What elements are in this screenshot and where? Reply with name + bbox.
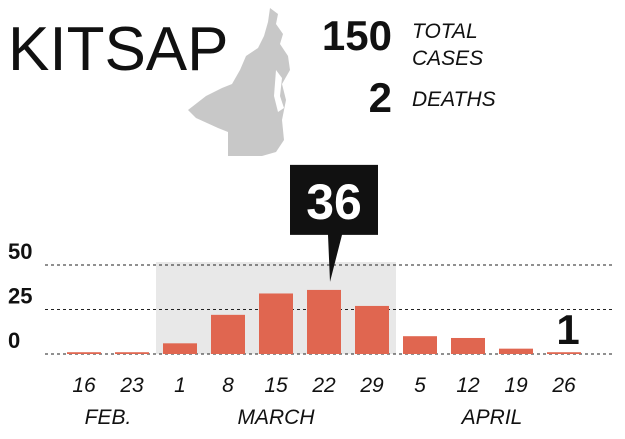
x-tick-label: 16 (72, 374, 96, 397)
month-label: MARCH (238, 406, 316, 429)
y-tick-label: 0 (8, 328, 20, 353)
callout-box (290, 164, 378, 282)
month-label: FEB. (85, 406, 132, 429)
county-map (188, 8, 290, 156)
y-tick-label: 50 (8, 239, 32, 264)
bar (259, 293, 293, 354)
county-map-water (274, 70, 284, 112)
x-tick-label: 8 (222, 374, 234, 397)
stat-label: DEATHS (412, 88, 496, 111)
month-label: APRIL (460, 406, 523, 429)
x-tick-label: 22 (311, 374, 336, 397)
stat-label: TOTAL CASES (412, 20, 483, 70)
y-tick-label: 25 (8, 284, 32, 309)
x-tick-label: 1 (174, 374, 186, 397)
bar (355, 305, 389, 354)
bar (403, 336, 437, 354)
x-tick-label: 19 (504, 374, 528, 397)
x-tick-label: 23 (119, 374, 144, 397)
bar (547, 352, 581, 354)
x-tick-label: 5 (414, 374, 426, 397)
stat-value: 2 (369, 74, 392, 121)
stat-value: 150 (322, 12, 392, 59)
bar (115, 352, 149, 354)
x-tick-label: 26 (551, 374, 576, 397)
value-label: 36 (306, 174, 362, 230)
bar (451, 337, 485, 354)
x-tick-label: 29 (359, 374, 384, 397)
bar (499, 348, 533, 354)
bar (163, 343, 197, 354)
value-label: 1 (556, 306, 579, 353)
bar (67, 352, 101, 354)
bar (211, 314, 245, 354)
bar (307, 289, 341, 354)
x-tick-label: 15 (264, 374, 288, 397)
title: KITSAP (8, 15, 229, 84)
x-tick-label: 12 (456, 374, 480, 397)
